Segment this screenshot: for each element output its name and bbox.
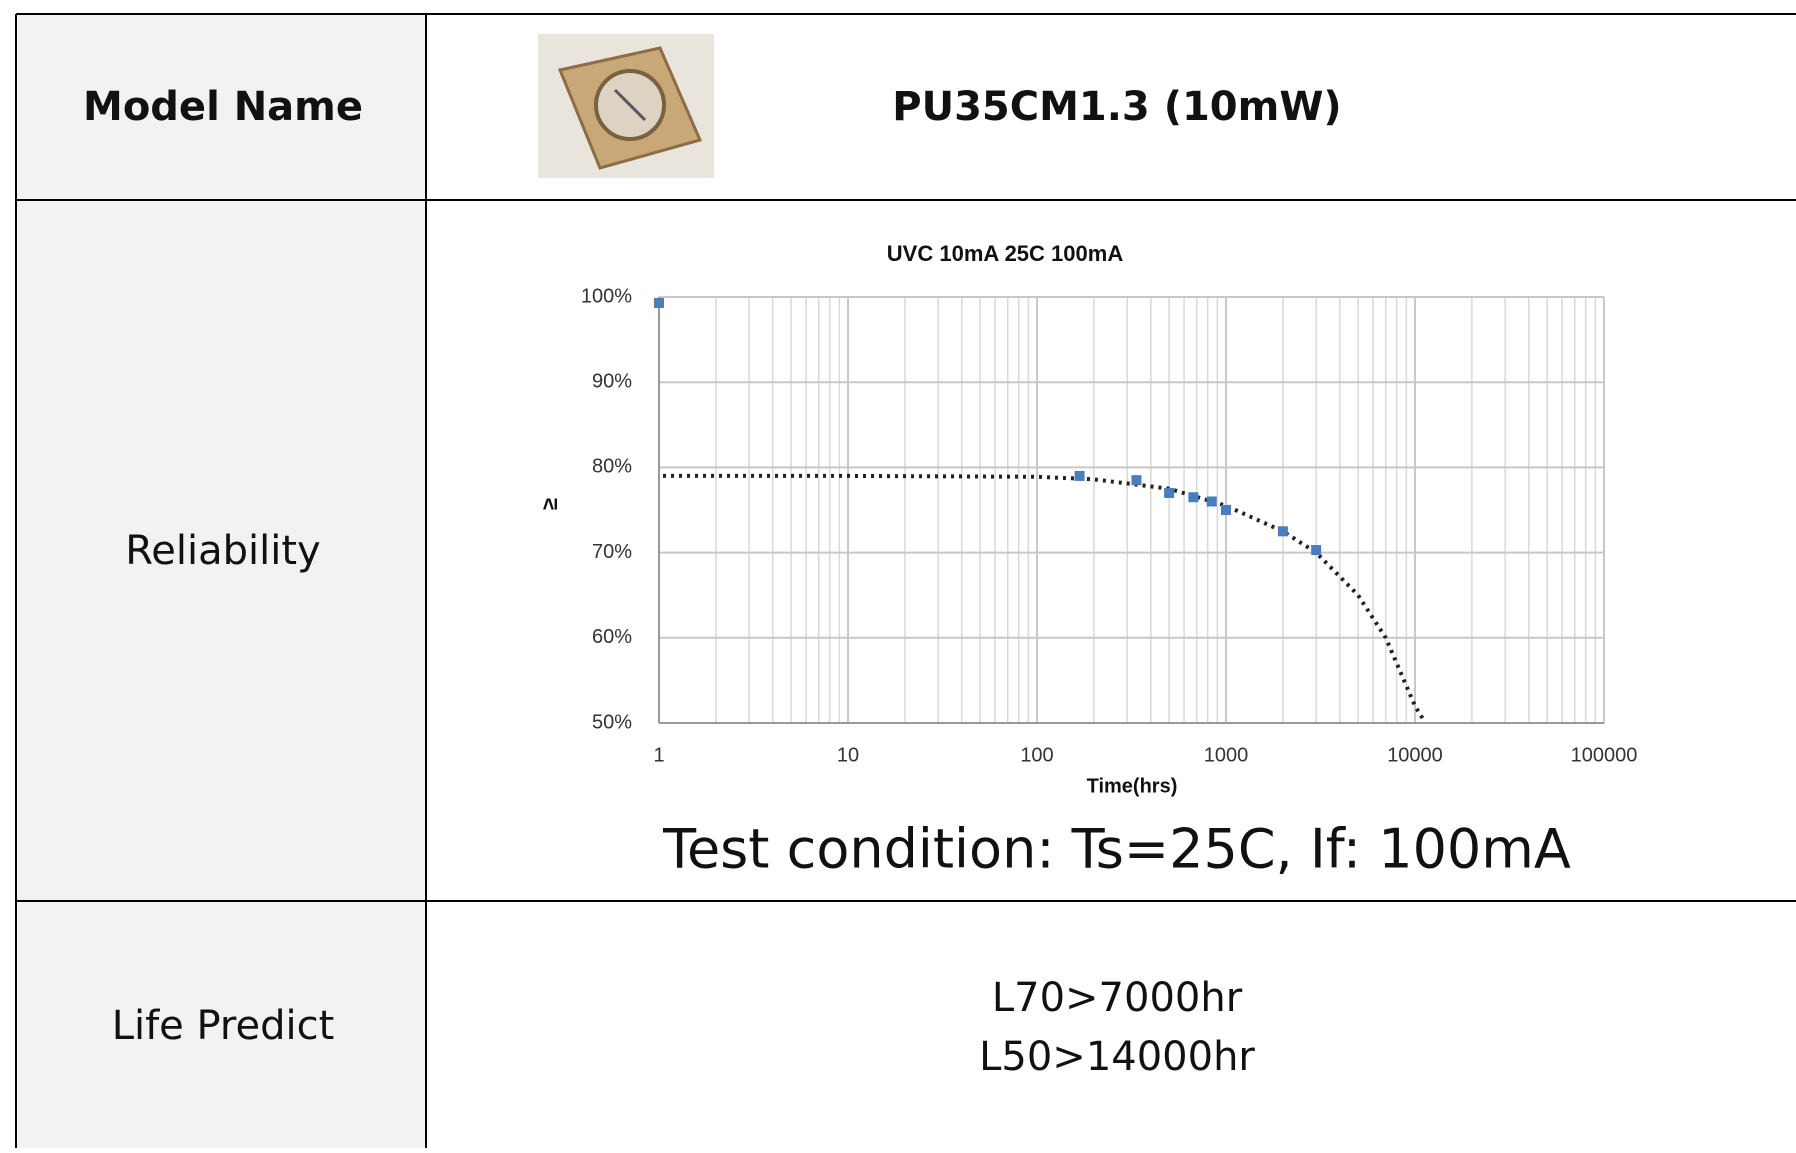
- row-label: Reliability: [125, 528, 320, 574]
- document: Model Name Reliability Life Predict PU35…: [0, 0, 1796, 1148]
- y-tick-label: 90%: [592, 370, 632, 392]
- x-tick-label: 1000: [1204, 744, 1249, 766]
- row-label: Life Predict: [112, 1003, 335, 1049]
- y-tick-label: 100%: [581, 285, 632, 307]
- x-axis-label: Time(hrs): [1087, 775, 1178, 797]
- data-point: [1131, 475, 1141, 485]
- data-point: [1164, 488, 1174, 498]
- x-tick-label: 10: [837, 744, 859, 766]
- x-tick-label: 100: [1020, 744, 1053, 766]
- y-tick-label: 70%: [592, 541, 632, 563]
- data-point: [1278, 526, 1288, 536]
- chart: 1 10 100 1000 10000 100000 50% 60% 70% 80% 90% 100%: [581, 285, 1638, 766]
- data-point: [1075, 471, 1085, 481]
- test-condition: Test condition: Ts=25C, If: 100mA: [662, 818, 1571, 881]
- y-axis-label: ≥: [537, 498, 562, 510]
- data-point: [1311, 545, 1321, 555]
- chart-title: UVC 10mA 25C 100mA: [887, 241, 1124, 266]
- x-tick-label: 100000: [1571, 744, 1638, 766]
- y-tick-label: 80%: [592, 456, 632, 478]
- x-tick-label: 10000: [1387, 744, 1443, 766]
- label-column: [16, 14, 426, 1148]
- model-name: PU35CM1.3 (10mW): [892, 84, 1341, 130]
- data-point: [654, 298, 664, 308]
- product-image: [538, 34, 714, 178]
- y-tick-label: 50%: [592, 711, 632, 733]
- data-point: [1188, 492, 1198, 502]
- y-tick-label: 60%: [592, 626, 632, 648]
- life-line: L70>7000hr: [992, 975, 1243, 1021]
- page: {"table": {"rows": [ {"label": "Model Na…: [0, 0, 1796, 1148]
- trend-line: [663, 476, 1423, 719]
- life-line: L50>14000hr: [979, 1034, 1255, 1080]
- row-label: Model Name: [83, 84, 363, 130]
- data-point: [1221, 505, 1231, 515]
- x-tick-label: 1: [653, 744, 664, 766]
- data-point: [1207, 496, 1217, 506]
